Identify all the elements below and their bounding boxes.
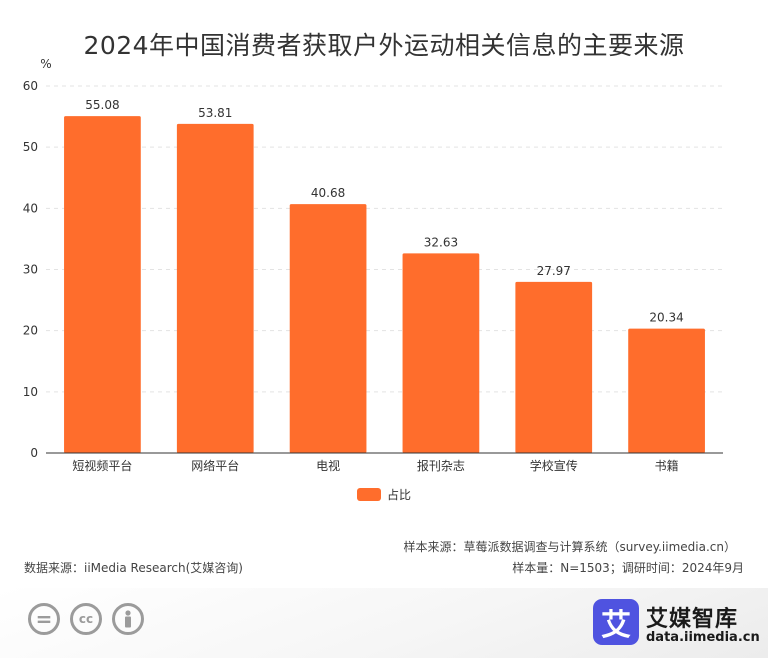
bar: [64, 116, 141, 454]
bar-chart: % 0 10 20 30 40 50 60 55.08 53.81 40.68 32.63 27.9…: [23, 57, 723, 473]
y-tick-label: 30: [23, 263, 38, 277]
x-category-label: 学校宣传: [530, 458, 578, 473]
logo-name: 艾媒智库: [646, 607, 739, 632]
bar: [402, 253, 480, 453]
value-labels: 55.08 53.81 40.68 32.63 27.97 20.34: [85, 98, 684, 324]
sample-size-note: 样本量：N=1503；调研时间：2024年9月: [512, 561, 744, 575]
y-axis-unit: %: [40, 57, 51, 71]
y-tick-label: 50: [23, 140, 38, 154]
x-category-label: 报刊杂志: [417, 458, 465, 473]
y-axis-ticks: 0 10 20 30 40 50 60: [23, 79, 38, 460]
logo-url: data.iimedia.cn: [646, 630, 760, 645]
y-tick-label: 0: [30, 446, 38, 460]
chart-title: 2024年中国消费者获取户外运动相关信息的主要来源: [83, 31, 685, 60]
bar-value-label: 55.08: [85, 98, 119, 112]
data-source-note: 数据来源：iiMedia Research(艾媒咨询): [24, 561, 243, 575]
x-category-label: 网络平台: [191, 458, 239, 473]
x-axis-labels: 短视频平台 网络平台 电视 报刊杂志 学校宣传 书籍: [72, 458, 678, 473]
bars: [64, 116, 705, 454]
equals-icon: =: [28, 603, 60, 635]
gridlines: [46, 85, 723, 393]
bar: [628, 328, 705, 453]
bar-value-label: 32.63: [424, 235, 458, 249]
bar-value-label: 27.97: [537, 264, 571, 278]
bar-value-label: 53.81: [198, 106, 232, 120]
y-tick-label: 10: [23, 385, 38, 399]
sample-source-note: 样本来源：草莓派数据调查与计算系统（survey.iimedia.cn）: [403, 540, 736, 554]
legend-swatch: [356, 488, 381, 501]
cc-icon: cc: [70, 603, 102, 635]
iimedia-logo-icon: 艾: [593, 599, 639, 645]
y-tick-label: 60: [23, 79, 38, 93]
legend: 占比: [0, 486, 768, 503]
x-category-label: 书籍: [655, 458, 679, 473]
y-tick-label: 40: [23, 201, 38, 215]
bar-value-label: 20.34: [649, 311, 683, 325]
person-icon: [112, 603, 144, 635]
y-tick-label: 20: [23, 324, 38, 338]
x-category-label: 短视频平台: [72, 458, 132, 473]
bar: [289, 204, 367, 453]
bar-value-label: 40.68: [311, 186, 345, 200]
x-category-label: 电视: [316, 458, 340, 473]
bar: [515, 281, 593, 453]
bar: [176, 123, 254, 453]
legend-label: 占比: [386, 488, 411, 502]
